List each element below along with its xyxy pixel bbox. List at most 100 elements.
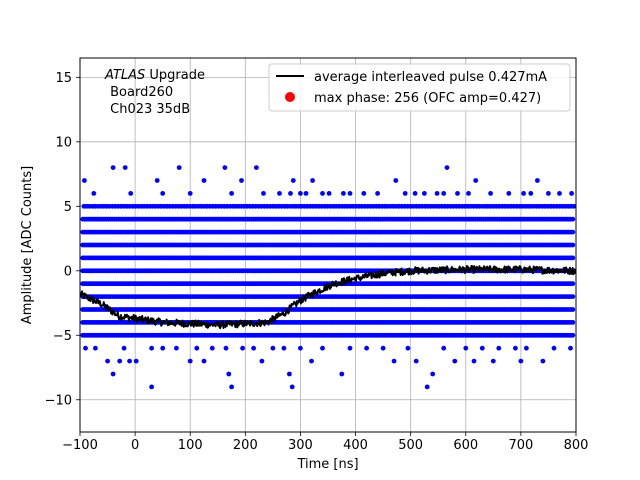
scatter-point — [518, 358, 524, 364]
scatter-point — [154, 178, 160, 183]
scatter-point — [289, 384, 295, 390]
scatter-point — [117, 358, 123, 364]
scatter-point — [93, 345, 98, 351]
scatter-point — [251, 345, 256, 351]
scatter-point — [226, 371, 232, 377]
scatter-point — [424, 384, 430, 390]
scatter-point — [209, 345, 215, 351]
scatter-point — [524, 345, 529, 351]
legend-marker-swatch — [285, 92, 295, 102]
scatter-point — [405, 345, 411, 351]
scatter-point — [434, 191, 440, 196]
scatter-point — [473, 178, 479, 183]
x-tick-label: 700 — [508, 438, 533, 453]
scatter-point — [83, 345, 88, 351]
scatter-point — [441, 191, 447, 196]
scatter-point — [471, 358, 477, 364]
scatter-point — [361, 191, 367, 196]
scatter-point — [569, 191, 574, 196]
scatter-point — [110, 165, 116, 171]
scatter-point — [540, 358, 546, 364]
scatter-point — [127, 358, 132, 364]
scatter-point — [466, 191, 471, 196]
scatter-point — [287, 371, 292, 377]
scatter-point — [277, 191, 282, 196]
scatter-point — [320, 191, 325, 196]
scatter-point — [413, 358, 419, 364]
scatter-point — [488, 191, 493, 196]
scatter-point — [298, 345, 303, 351]
scatter-point — [570, 307, 576, 312]
scatter-point — [122, 165, 128, 171]
x-tick-label: 0 — [131, 438, 139, 453]
scatter-point — [223, 345, 229, 351]
scatter-point — [452, 358, 458, 364]
average-pulse-line — [80, 265, 576, 330]
legend-label-maxphase: max phase: 256 (OFC amp=0.427) — [314, 91, 541, 106]
scatter-point — [239, 178, 244, 183]
x-tick-label: 200 — [233, 438, 258, 453]
scatter-point — [254, 165, 259, 171]
scatter-point — [187, 191, 193, 196]
x-tick-label: 100 — [178, 438, 203, 453]
scatter-point — [463, 345, 469, 351]
scatter-point — [176, 165, 182, 171]
scatter-point — [121, 345, 127, 351]
scatter-point — [380, 345, 386, 351]
scatter-point — [298, 191, 303, 196]
scatter-point — [570, 255, 576, 261]
scatter-point — [222, 165, 228, 171]
scatter-point — [570, 281, 576, 287]
x-tick-label: 300 — [288, 438, 313, 453]
scatter-point — [551, 345, 557, 351]
scatter-point — [570, 332, 576, 338]
y-tick-label: 0 — [64, 264, 72, 279]
y-tick-label: 15 — [55, 71, 72, 86]
scatter-point — [128, 191, 134, 196]
scatter-point — [201, 358, 207, 364]
scatter-point — [570, 242, 576, 248]
scatter-point — [105, 358, 110, 364]
scatter-point — [521, 191, 526, 196]
x-tick-label: −100 — [62, 438, 98, 453]
plot-frame — [79, 57, 577, 433]
scatter-point — [281, 345, 287, 351]
y-tick-label: −5 — [53, 329, 72, 344]
scatter-point — [528, 191, 534, 196]
scatter-point — [391, 358, 397, 364]
scatter-point — [375, 191, 380, 196]
scatter-point — [259, 358, 265, 364]
scatter-point — [149, 384, 155, 390]
x-tick-label: 500 — [398, 438, 423, 453]
x-axis-label: Time [ns] — [296, 457, 358, 472]
scatter-point — [444, 165, 450, 171]
scatter-point — [412, 191, 418, 196]
scatter-point — [194, 345, 200, 351]
scatter-point — [270, 345, 276, 351]
scatter-point — [506, 191, 512, 196]
scatter-point — [261, 191, 266, 196]
y-tick-label: 5 — [64, 200, 72, 215]
legend-label-average: average interleaved pulse 0.427mA — [314, 70, 547, 85]
x-tick-label: 400 — [343, 438, 368, 453]
scatter-point — [364, 345, 369, 351]
y-axis-label: Amplitude [ADC Counts] — [20, 166, 35, 324]
scatter-point — [110, 371, 116, 377]
scatter-point — [133, 358, 139, 364]
scatter-point — [570, 216, 576, 222]
scatter-point — [479, 345, 485, 351]
scatter-point — [568, 345, 573, 351]
y-axis: −10 −5 0 5 10 15 — [45, 71, 80, 408]
scatter-point — [160, 345, 166, 351]
scatter-point — [290, 178, 296, 183]
annotation-channel: Ch023 35dB — [106, 102, 190, 117]
scatter-point — [347, 191, 353, 196]
scatter-point — [546, 191, 551, 196]
scatter-point — [570, 229, 576, 235]
scatter-point — [229, 191, 235, 196]
scatter-point — [347, 345, 353, 351]
scatter-point — [393, 178, 399, 183]
scatter-point — [557, 191, 562, 196]
scatter-point — [490, 358, 496, 364]
